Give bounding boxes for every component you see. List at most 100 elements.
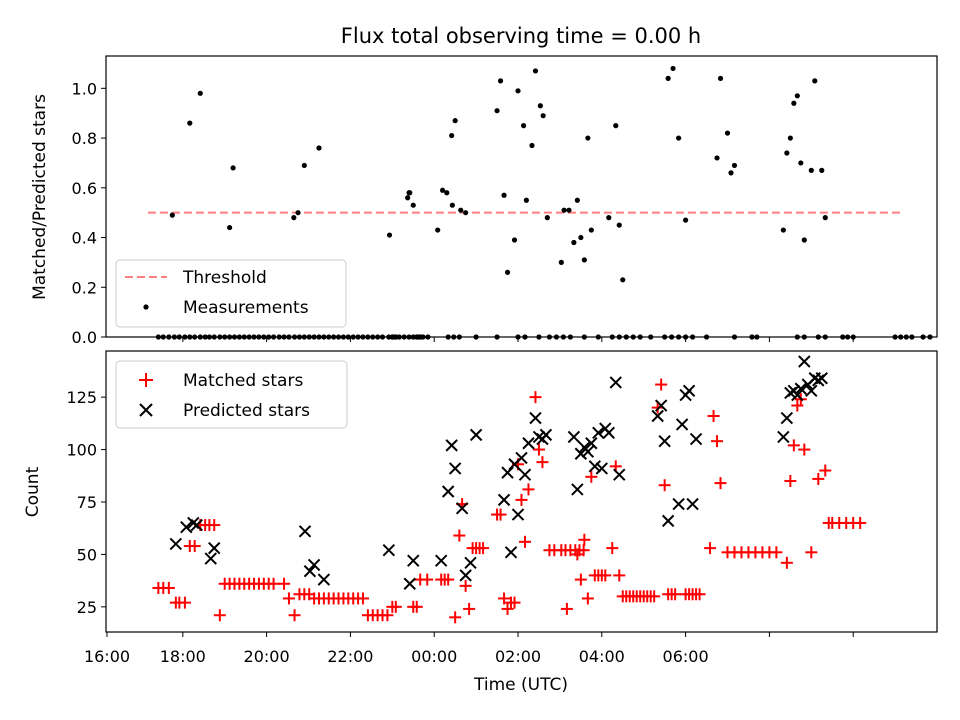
predicted-star-point <box>464 556 477 570</box>
predicted-star-point <box>571 483 584 496</box>
bottom-legend-box <box>115 360 348 429</box>
measurement-point <box>187 120 193 126</box>
predicted-star-point <box>780 411 794 425</box>
top-y-tick-label: 0.4 <box>72 229 97 248</box>
matched-star-point <box>784 475 797 488</box>
matched-star-point <box>278 577 291 590</box>
top-legend: Threshold Measurements <box>115 259 347 328</box>
measurement-point <box>819 167 825 173</box>
bottom-y-ticks: 25 50 75 100 125 <box>66 388 106 617</box>
bottom-x-tick-label: 02:00 <box>495 647 541 666</box>
measurement-point <box>494 108 500 114</box>
measurement-point <box>537 103 543 109</box>
matched-star-point <box>819 464 832 477</box>
measurement-point <box>714 155 720 161</box>
bottom-y-tick-label: 50 <box>77 545 97 564</box>
predicted-star-point <box>469 428 483 442</box>
predicted-star-point <box>317 573 331 586</box>
measurement-point <box>435 227 441 233</box>
measurement-point <box>501 192 507 198</box>
matched-star-point <box>515 493 528 506</box>
predicted-star-point <box>204 552 217 565</box>
bottom-x-tick-label: 00:00 <box>411 647 457 666</box>
predicted-star-point <box>180 520 193 534</box>
matched-star-point <box>288 609 301 622</box>
bottom-x-tick-label: 22:00 <box>327 647 373 666</box>
matched-star-point <box>658 479 671 492</box>
matched-star-point <box>571 548 584 561</box>
measurement-point <box>386 232 393 238</box>
top-y-tick-label: 0.8 <box>72 129 97 148</box>
measurement-point <box>301 162 307 169</box>
top-y-tick-label: 0.2 <box>72 278 97 297</box>
matched-star-point <box>518 535 531 548</box>
predicted-star-point <box>574 447 588 460</box>
top-y-tick-label: 0.0 <box>72 328 97 347</box>
predicted-star-point <box>672 497 685 511</box>
matched-star-point <box>693 588 706 601</box>
measurement-point <box>585 135 591 141</box>
predicted-star-point <box>675 418 689 431</box>
matched-star-point <box>812 472 825 485</box>
predicted-star-point <box>515 451 528 465</box>
predicted-star-point <box>529 411 542 425</box>
predicted-star-point <box>522 437 535 450</box>
measurement-point <box>529 142 535 149</box>
matched-star-point <box>453 529 466 542</box>
predicted-star-point <box>585 437 598 450</box>
top-y-tick-label: 0.6 <box>72 179 97 198</box>
predicted-star-point <box>303 564 317 578</box>
measurement-point <box>227 224 233 231</box>
predicted-star-point <box>307 558 321 572</box>
measurement-point <box>497 78 504 84</box>
matched-star-point <box>508 596 521 609</box>
measurement-point <box>724 130 731 136</box>
predicted-star-point <box>661 514 675 528</box>
matched-star-point <box>714 477 727 490</box>
predicted-star-point <box>581 445 595 458</box>
measurement-point <box>794 93 800 99</box>
matched-star-point <box>522 483 535 496</box>
legend-threshold-label: Threshold <box>182 268 267 288</box>
matched-star-point <box>560 602 573 615</box>
top-panel: 0.0 0.2 0.4 0.6 0.8 1.0 Matched/Predicted sta… <box>30 55 938 347</box>
measurement-point <box>458 207 464 213</box>
bottom-x-tick-label: 16:00 <box>84 647 130 666</box>
matched-star-point <box>410 600 423 613</box>
measurement-point <box>444 190 450 196</box>
matched-star-point <box>606 542 619 555</box>
measurement-point <box>665 75 671 81</box>
measurement-point <box>670 65 676 72</box>
bottom-y-tick-label: 75 <box>77 493 97 512</box>
matched-star-point <box>854 516 867 529</box>
measurement-point <box>410 202 416 208</box>
measurement-point <box>406 190 412 196</box>
measurement-point <box>540 113 546 119</box>
measurement-point <box>717 75 724 81</box>
predicted-star-point <box>686 497 699 511</box>
measurement-point <box>558 259 564 265</box>
measurement-point <box>295 210 301 216</box>
matched-star-point <box>463 602 476 615</box>
measurement-point <box>544 215 550 221</box>
top-y-axis-label: Matched/Predicted stars <box>30 94 50 300</box>
measurement-point <box>515 88 521 94</box>
predicted-star-point <box>504 546 518 559</box>
predicted-stars-points <box>169 355 828 590</box>
matched-star-point <box>442 573 455 586</box>
bottom-panel: 25 50 75 100 125 16:00 18:00 20:00 22:00 00:00 02… <box>23 350 938 695</box>
measurement-point <box>574 197 580 203</box>
measurement-point <box>405 195 411 201</box>
predicted-star-point <box>169 537 183 551</box>
matched-star-point <box>529 391 542 404</box>
predicted-star-point <box>613 468 626 481</box>
predicted-star-point <box>190 518 203 532</box>
matched-star-point <box>791 399 804 412</box>
predicted-star-point <box>407 554 420 567</box>
predicted-star-point <box>208 541 221 555</box>
measurement-point <box>449 132 455 139</box>
measurement-point <box>616 222 622 228</box>
measurement-point <box>169 212 175 218</box>
